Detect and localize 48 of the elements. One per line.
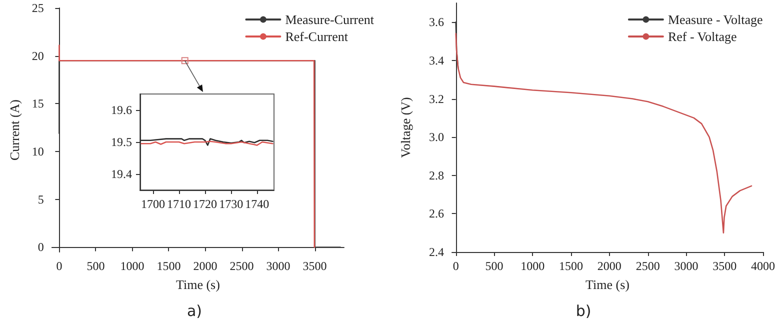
x-tick-label: 1730	[219, 197, 244, 211]
x-tick-label: 3000	[674, 259, 698, 273]
x-tick-label: 0	[452, 259, 459, 273]
x-tick-label: 2500	[636, 259, 660, 273]
y-axis-title: Voltage (V)	[398, 97, 413, 158]
y-tick-label: 0	[38, 240, 44, 254]
y-tick-label: 3.2	[429, 92, 444, 106]
y-tick-label: 2.4	[429, 245, 444, 259]
x-tick-label: 2000	[193, 259, 218, 273]
x-tick-label: 1500	[156, 259, 181, 273]
y-tick-label: 15	[32, 96, 44, 111]
text: b)	[574, 302, 592, 320]
y-tick-label: 2.6	[429, 206, 444, 221]
y-tick-label: 2.8	[429, 168, 444, 182]
y-tick-label: 3.6	[429, 15, 444, 30]
y-axis-title: Current (A)	[7, 99, 22, 161]
legend-label: Measure-Current	[285, 12, 374, 27]
x-tick-label: 3500	[712, 259, 737, 273]
legend-label: Measure - Voltage	[668, 12, 763, 27]
y-tick-label: 5	[38, 192, 44, 206]
x-tick-label: 1700	[141, 197, 166, 211]
x-axis-title: Time (s)	[586, 277, 630, 292]
x-tick-label: 1500	[559, 259, 584, 273]
legend-label: Ref - Voltage	[668, 29, 738, 44]
y-tick-label: 10	[32, 144, 44, 159]
x-tick-label: 500	[485, 259, 504, 273]
x-axis-title: Time (s)	[176, 277, 220, 292]
x-tick-label: 0	[56, 259, 62, 273]
y-tick-label: 3.4	[429, 53, 444, 68]
x-tick-label: 1000	[520, 259, 545, 273]
x-tick-label: 1000	[120, 259, 144, 273]
x-tick-label: 500	[86, 259, 105, 273]
x-tick-label: 1740	[245, 197, 270, 211]
y-tick-label: 20	[32, 48, 44, 63]
x-tick-label: 1710	[167, 197, 192, 211]
y-tick-label: 3.0	[429, 130, 444, 144]
y-tick-label: 19.5	[111, 135, 132, 149]
x-tick-label: 2000	[597, 259, 622, 273]
x-tick-label: 2500	[230, 259, 254, 273]
x-tick-label: 3000	[266, 259, 290, 273]
y-tick-label: 25	[32, 1, 44, 15]
text: a)	[186, 302, 204, 320]
x-tick-label: 4000	[751, 259, 775, 273]
y-tick-label: 19.6	[111, 103, 132, 117]
legend-label: Ref-Current	[285, 29, 348, 44]
y-tick-label: 19.4	[111, 167, 132, 181]
x-tick-label: 3500	[302, 259, 327, 273]
x-tick-label: 1720	[193, 197, 218, 211]
